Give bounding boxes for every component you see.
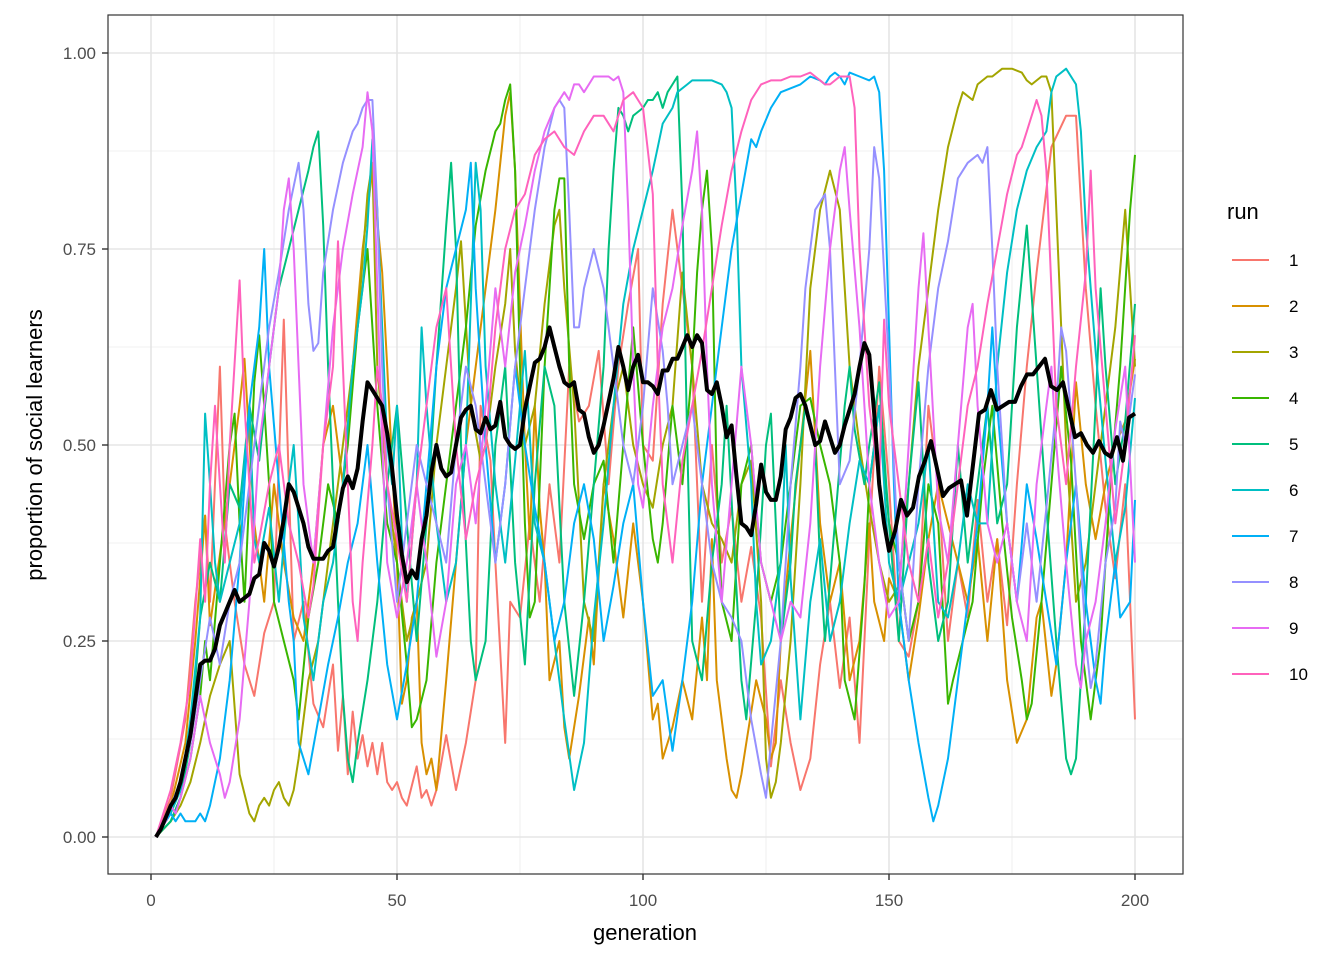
legend-label: 6 <box>1289 481 1298 500</box>
y-tick-label: 0.50 <box>63 436 96 455</box>
legend-label: 7 <box>1289 527 1298 546</box>
legend-item-7: 7 <box>1232 527 1298 546</box>
x-ticks <box>150 874 1136 880</box>
y-axis: 1.00 0.75 0.50 0.25 0.00 proportion of s… <box>22 44 108 847</box>
legend-item-10: 10 <box>1232 665 1308 684</box>
run-line-5 <box>155 75 1136 838</box>
legend-label: 8 <box>1289 573 1298 592</box>
y-ticks <box>102 52 108 838</box>
y-tick-label: 1.00 <box>63 44 96 63</box>
y-tick-label: 0.75 <box>63 240 96 259</box>
legend-item-3: 3 <box>1232 343 1298 362</box>
run-line-6 <box>155 67 1136 838</box>
x-axis: 0 50 100 150 200 generation <box>146 874 1149 945</box>
legend-item-1: 1 <box>1232 251 1298 270</box>
legend-title: run <box>1227 199 1259 224</box>
legend-item-5: 5 <box>1232 435 1298 454</box>
run-line-9 <box>155 75 1136 838</box>
legend-label: 5 <box>1289 435 1298 454</box>
legend: run 1 2 3 4 5 6 7 8 9 10 <box>1227 199 1308 684</box>
legend-item-9: 9 <box>1232 619 1298 638</box>
run-line-3 <box>155 67 1136 838</box>
legend-label: 4 <box>1289 389 1298 408</box>
legend-label: 2 <box>1289 297 1298 316</box>
legend-label: 10 <box>1289 665 1308 684</box>
legend-label: 1 <box>1289 251 1298 270</box>
legend-item-6: 6 <box>1232 481 1298 500</box>
run-line-8 <box>154 99 1136 838</box>
x-tick-label: 150 <box>875 891 903 910</box>
legend-items: 1 2 3 4 5 6 7 8 9 10 <box>1232 251 1308 684</box>
x-axis-title: generation <box>593 920 697 945</box>
run-line-7 <box>155 71 1136 838</box>
y-tick-label: 0.00 <box>63 828 96 847</box>
mean-line <box>154 325 1137 839</box>
legend-item-8: 8 <box>1232 573 1298 592</box>
run-line-1 <box>154 114 1136 838</box>
legend-label: 9 <box>1289 619 1298 638</box>
run-line-10 <box>154 71 1136 838</box>
legend-item-4: 4 <box>1232 389 1298 408</box>
x-tick-label: 50 <box>388 891 407 910</box>
x-tick-label: 200 <box>1121 891 1149 910</box>
y-tick-label: 0.25 <box>63 632 96 651</box>
mean-line-path <box>154 325 1137 839</box>
x-tick-label: 100 <box>629 891 657 910</box>
x-tick-label: 0 <box>146 891 155 910</box>
legend-label: 3 <box>1289 343 1298 362</box>
legend-item-2: 2 <box>1232 297 1298 316</box>
y-axis-title: proportion of social learners <box>22 309 47 580</box>
